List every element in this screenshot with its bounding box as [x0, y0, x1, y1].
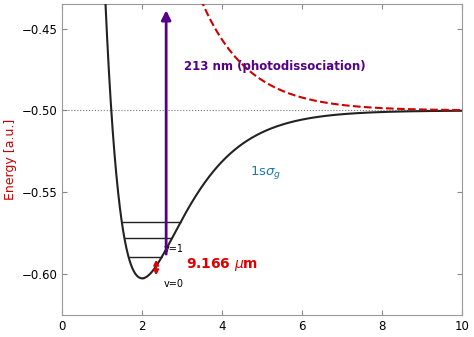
Text: 213 nm (photodissociation): 213 nm (photodissociation) — [184, 60, 366, 73]
Text: v=1: v=1 — [164, 244, 184, 254]
Y-axis label: Energy [a.u.]: Energy [a.u.] — [4, 119, 17, 200]
Text: v=0: v=0 — [164, 279, 184, 289]
Text: 9.166 $\mu$m: 9.166 $\mu$m — [186, 256, 258, 273]
Text: 1s$\sigma_g$: 1s$\sigma_g$ — [250, 164, 282, 181]
